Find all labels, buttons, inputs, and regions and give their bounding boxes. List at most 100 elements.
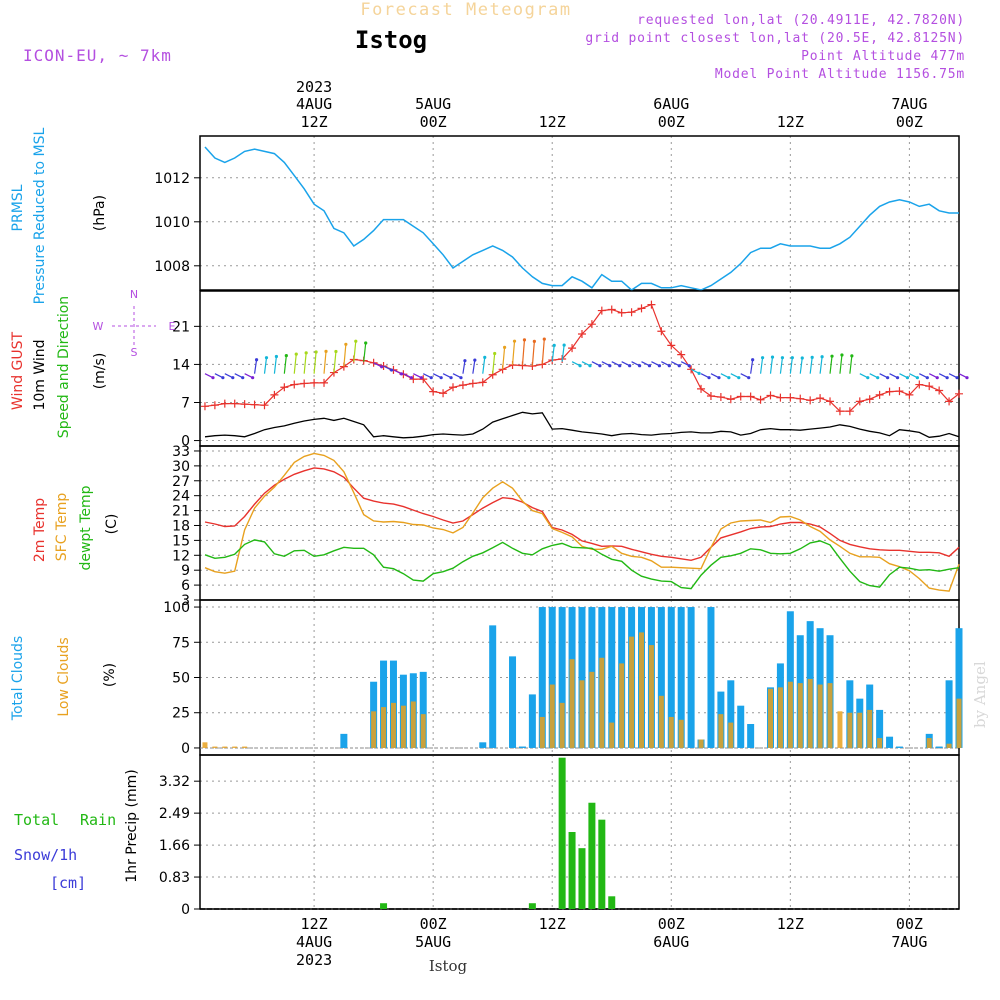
low-cloud-bar	[212, 746, 218, 748]
wind-gust-marker	[597, 306, 606, 315]
wind-arrow-head	[608, 364, 612, 368]
clouds-ytick-label: 0	[181, 741, 190, 757]
wind-gust-marker	[310, 378, 319, 387]
wind-direction-arrow	[531, 341, 535, 367]
precip-bar	[598, 819, 606, 909]
wind-direction-arrow	[492, 353, 496, 374]
pressure-ytick-label: 1012	[154, 171, 190, 187]
low-cloud-bar	[381, 707, 387, 748]
top-year-label: 2023	[296, 78, 332, 96]
low-cloud-bar	[589, 671, 595, 748]
wind-gust-marker	[855, 397, 864, 406]
total-cloud-bar	[945, 680, 953, 748]
low-cloud-bar	[549, 684, 555, 748]
wind-ylabel: (m/s)	[92, 353, 108, 390]
wind-direction-arrow	[462, 360, 466, 374]
low-cloud-bar	[946, 743, 952, 748]
compass-s: S	[131, 346, 138, 359]
wind-arrow-head	[429, 376, 433, 380]
wind-arrow-head	[264, 356, 269, 360]
wind-gust-marker	[577, 329, 586, 338]
wind-arrow-head	[562, 343, 566, 347]
total-cloud-bar	[340, 733, 348, 748]
low-cloud-bar	[390, 702, 396, 748]
pressure-frame	[199, 135, 960, 291]
low-cloud-bar	[609, 722, 615, 748]
wind-gust-marker	[290, 380, 299, 389]
low-cloud-bar	[400, 705, 406, 748]
wind-gust-marker	[369, 358, 378, 367]
wind-gust-marker	[756, 395, 765, 404]
wind-direction-arrow	[521, 339, 526, 366]
low-cloud-bar	[629, 636, 635, 748]
wind-gust-marker	[449, 383, 457, 392]
wind-arrow-head	[800, 356, 804, 360]
bottom-hour-label: 12Z	[539, 915, 566, 933]
total-cloud-bar	[786, 611, 794, 748]
precip-bar	[568, 832, 576, 909]
wind-arrow-head	[493, 351, 497, 356]
low-cloud-bar	[410, 701, 416, 748]
wind-arrow-head	[344, 342, 348, 346]
total-cloud-bar	[578, 607, 586, 748]
clouds-ylabel: (%)	[102, 663, 118, 687]
wind-arrow-head	[532, 339, 536, 343]
wind-gust-marker	[210, 401, 219, 410]
clouds-ytick-label: 50	[172, 671, 190, 687]
wind-arrow-head	[905, 376, 910, 380]
wind-arrow-head	[737, 376, 741, 380]
wind-gust-marker	[706, 391, 715, 400]
wind-direction-arrow	[353, 341, 357, 362]
wind-arrow-head	[483, 355, 487, 359]
wind-gust-marker	[637, 304, 646, 313]
wind-arrow-head	[354, 339, 358, 343]
low-cloud-bar	[926, 738, 932, 748]
total-cloud-bar	[489, 625, 497, 748]
low-cloud-bar	[222, 746, 228, 748]
compass-e: E	[169, 320, 176, 333]
low-cloud-bar	[232, 746, 238, 748]
wind-arrow-head	[314, 350, 318, 354]
bottom-day-label: 5AUG	[415, 933, 451, 951]
clouds-label-low: Low Clouds	[56, 637, 72, 716]
temperature-ytick-label: 21	[172, 504, 190, 520]
wind-arrow-head	[473, 358, 477, 362]
low-cloud-bar	[678, 719, 684, 748]
wind-gust-marker	[925, 382, 934, 391]
precip-ytick-label: 3.32	[159, 774, 190, 790]
precip-ytick-label: 1.66	[159, 838, 190, 854]
total-cloud-bar	[479, 742, 487, 748]
precip-bar	[588, 802, 596, 909]
wind-arrow-head	[542, 337, 546, 341]
wind-arrow-head	[657, 364, 662, 368]
total-cloud-bar	[747, 724, 755, 748]
wind-gust-marker	[766, 391, 775, 400]
wind-arrow-head	[334, 349, 338, 354]
total-cloud-bar	[509, 656, 517, 748]
total-cloud-bar	[876, 709, 884, 748]
wind-direction-arrow	[769, 356, 774, 374]
wind-arrow-head	[274, 354, 279, 359]
wind-gust-marker	[865, 395, 874, 404]
low-cloud-bar	[619, 663, 625, 748]
wind-ytick-label: 21	[172, 319, 190, 335]
wind-arrow-head	[751, 358, 755, 362]
wind-arrow-head	[840, 353, 844, 357]
bottom-day-label: 6AUG	[653, 933, 689, 951]
wind-arrow-head	[463, 359, 467, 363]
pressure-panel: 1008 1010 1012 PRMSL Pressure Reduced to MSL…	[10, 127, 960, 304]
wind-arrow-head	[717, 376, 721, 380]
wind-arrow-head	[231, 376, 235, 380]
bottom-hour-label: 00Z	[896, 915, 923, 933]
wind-direction-arrow	[809, 357, 813, 374]
temp-ylabel: (C)	[104, 514, 120, 535]
wind-speed-line	[204, 411, 960, 439]
total-cloud-bar	[737, 705, 745, 748]
precip-bar	[528, 903, 536, 909]
temp-label-sfc: SFC Temp	[54, 493, 70, 562]
wind-arrow-head	[618, 364, 622, 368]
wind-direction-arrow	[293, 354, 297, 374]
wind-arrow-head	[503, 345, 507, 349]
temperature-ytick-label: 3	[181, 593, 190, 609]
